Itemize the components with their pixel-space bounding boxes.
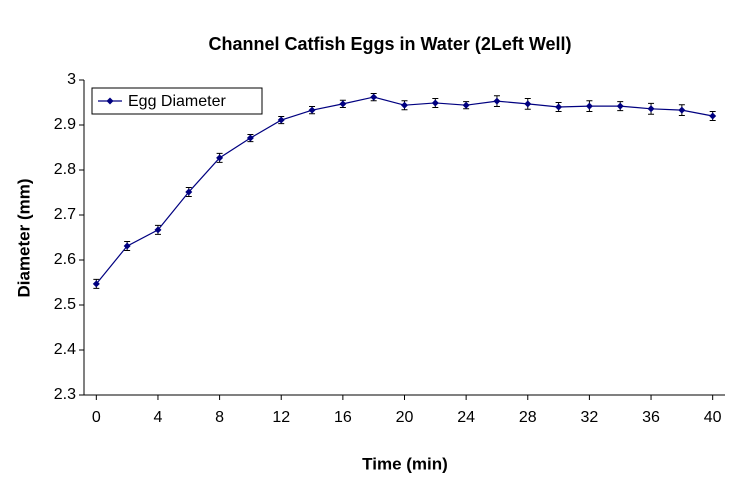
marker	[246, 134, 254, 142]
x-tick-label: 24	[457, 409, 475, 426]
y-tick-label: 2.9	[54, 116, 76, 133]
marker	[647, 105, 655, 113]
y-tick-label: 2.5	[54, 296, 76, 313]
marker	[555, 103, 563, 111]
y-tick-label: 2.8	[54, 161, 76, 178]
marker	[123, 242, 131, 250]
marker	[308, 106, 316, 114]
x-tick-label: 12	[272, 409, 290, 426]
y-tick-label: 2.3	[54, 386, 76, 403]
x-tick-label: 36	[642, 409, 660, 426]
y-tick-label: 2.6	[54, 251, 76, 268]
legend-label: Egg Diameter	[128, 93, 226, 110]
legend-marker	[106, 97, 114, 105]
marker	[678, 106, 686, 114]
marker	[709, 112, 717, 120]
marker	[493, 97, 501, 105]
marker	[339, 100, 347, 108]
marker	[185, 188, 193, 196]
x-axis-title: Time (min)	[362, 454, 448, 473]
marker	[431, 99, 439, 107]
marker	[585, 102, 593, 110]
x-tick-label: 20	[396, 409, 414, 426]
marker	[92, 280, 100, 288]
x-tick-label: 28	[519, 409, 537, 426]
x-tick-label: 8	[215, 409, 224, 426]
y-axis-title: Diameter (mm)	[14, 178, 33, 297]
y-tick-label: 2.4	[54, 341, 76, 358]
y-tick-label: 2.7	[54, 206, 76, 223]
y-tick-label: 3	[67, 71, 76, 88]
marker	[370, 93, 378, 101]
x-tick-label: 16	[334, 409, 352, 426]
marker	[462, 101, 470, 109]
marker	[616, 102, 624, 110]
marker	[216, 154, 224, 162]
marker	[277, 116, 285, 124]
x-tick-label: 40	[704, 409, 722, 426]
x-tick-label: 4	[154, 409, 163, 426]
chart-title: Channel Catfish Eggs in Water (2Left Wel…	[208, 34, 571, 54]
x-tick-label: 32	[581, 409, 599, 426]
marker	[154, 226, 162, 234]
x-tick-label: 0	[92, 409, 101, 426]
marker	[524, 100, 532, 108]
marker	[401, 101, 408, 109]
